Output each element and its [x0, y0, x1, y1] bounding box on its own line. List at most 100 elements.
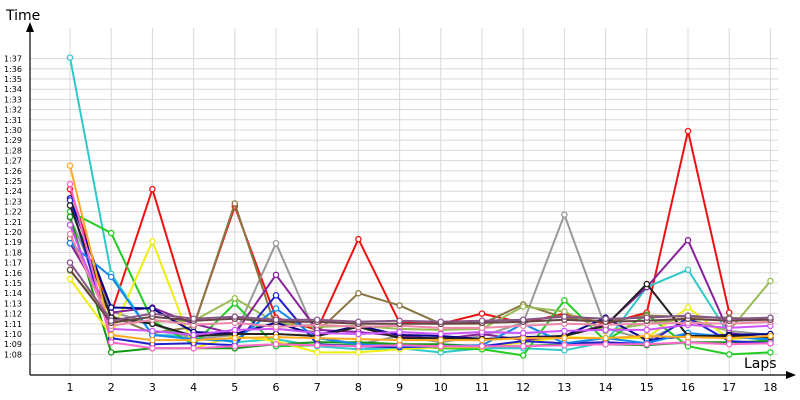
data-point: [272, 340, 280, 348]
data-point: [396, 317, 403, 324]
y-tick-label: 1:34: [4, 85, 22, 94]
data-point: [231, 313, 239, 320]
series-line: [69, 269, 771, 325]
x-tick-label: 4: [190, 381, 197, 394]
data-point: [149, 327, 156, 335]
data-point: [149, 310, 156, 317]
data-point: [561, 334, 568, 342]
data-point: [355, 318, 362, 326]
y-tick-labels: 1:081:091:101:111:12 1:131:141:151:161:17…: [4, 55, 22, 360]
y-tick-label: 1:22: [4, 208, 22, 217]
data-point: [272, 271, 280, 279]
data-point: [602, 334, 609, 342]
data-point: [149, 305, 156, 312]
data-point: [767, 349, 774, 356]
y-tick-label: 1:32: [4, 106, 22, 115]
y-tick-label: 1:29: [4, 136, 22, 145]
data-point: [231, 300, 239, 307]
x-tick-label: 7: [314, 381, 321, 394]
data-point: [355, 289, 362, 297]
y-tick-label: 1:37: [4, 55, 22, 64]
y-tick-label: 1:28: [4, 146, 22, 155]
series-14: [66, 180, 774, 352]
data-point: [355, 235, 362, 243]
x-tick-label: 9: [396, 381, 403, 394]
data-point: [231, 295, 239, 302]
data-point: [519, 303, 527, 310]
data-point: [66, 54, 74, 61]
data-point: [437, 330, 445, 338]
data-point: [355, 342, 362, 350]
y-tick-label: 1:14: [4, 289, 22, 298]
y-tick-label: 1:17: [4, 259, 22, 268]
data-point: [396, 341, 403, 349]
data-point: [66, 202, 74, 209]
y-tick-label: 1:31: [4, 116, 22, 125]
y-tick-label: 1:25: [4, 177, 22, 186]
data-point: [478, 324, 486, 332]
x-tick-label: 14: [599, 381, 613, 394]
data-point: [66, 259, 74, 266]
data-point: [190, 345, 197, 352]
data-point: [767, 339, 774, 347]
data-point: [107, 304, 115, 311]
data-point: [767, 277, 774, 285]
data-point: [355, 335, 362, 343]
y-tick-label: 1:10: [4, 330, 22, 339]
data-point: [561, 347, 568, 354]
y-tick-label: 1:13: [4, 299, 22, 308]
x-tick-label: 15: [640, 381, 654, 394]
data-point: [66, 221, 74, 229]
series-line: [69, 262, 771, 323]
data-point: [66, 230, 74, 238]
data-point: [190, 315, 197, 322]
data-point: [313, 316, 321, 323]
data-point: [478, 310, 486, 317]
data-point: [478, 317, 486, 324]
data-point: [272, 323, 280, 331]
x-tick-label: 13: [557, 381, 571, 394]
data-point: [231, 334, 239, 342]
data-point: [561, 297, 568, 304]
y-tick-label: 1:15: [4, 279, 22, 288]
y-tick-label: 1:16: [4, 269, 22, 278]
data-point: [561, 327, 568, 335]
y-tick-label: 1:09: [4, 340, 22, 349]
y-tick-label: 1:23: [4, 197, 22, 206]
data-point: [561, 308, 568, 315]
y-axis-arrow: [26, 22, 34, 32]
data-point: [519, 342, 527, 350]
data-point: [313, 349, 321, 356]
data-point: [519, 329, 527, 337]
data-point: [519, 316, 527, 323]
y-tick-label: 1:08: [4, 350, 22, 359]
data-point: [149, 345, 156, 352]
data-point: [149, 237, 156, 245]
data-point: [66, 275, 74, 283]
data-point: [684, 312, 692, 319]
x-tick-label: 5: [231, 381, 238, 394]
y-tick-label: 1:18: [4, 248, 22, 257]
data-point: [725, 315, 733, 322]
series-line: [69, 233, 771, 329]
y-tick-label: 1:36: [4, 65, 22, 74]
data-point: [313, 334, 321, 342]
data-point: [643, 340, 651, 348]
series-line: [69, 183, 771, 350]
data-point: [684, 236, 692, 244]
data-point: [643, 280, 651, 288]
data-point: [684, 338, 692, 346]
data-point: [519, 334, 527, 342]
data-point: [149, 336, 156, 344]
x-tick-label: 10: [434, 381, 448, 394]
data-point: [684, 333, 692, 341]
x-tick-label: 8: [355, 381, 362, 394]
data-point: [107, 338, 115, 346]
data-point: [272, 291, 280, 299]
data-point: [767, 314, 774, 321]
data-point: [684, 127, 692, 135]
data-point: [437, 342, 445, 350]
data-point: [725, 334, 733, 342]
data-point: [313, 329, 321, 337]
